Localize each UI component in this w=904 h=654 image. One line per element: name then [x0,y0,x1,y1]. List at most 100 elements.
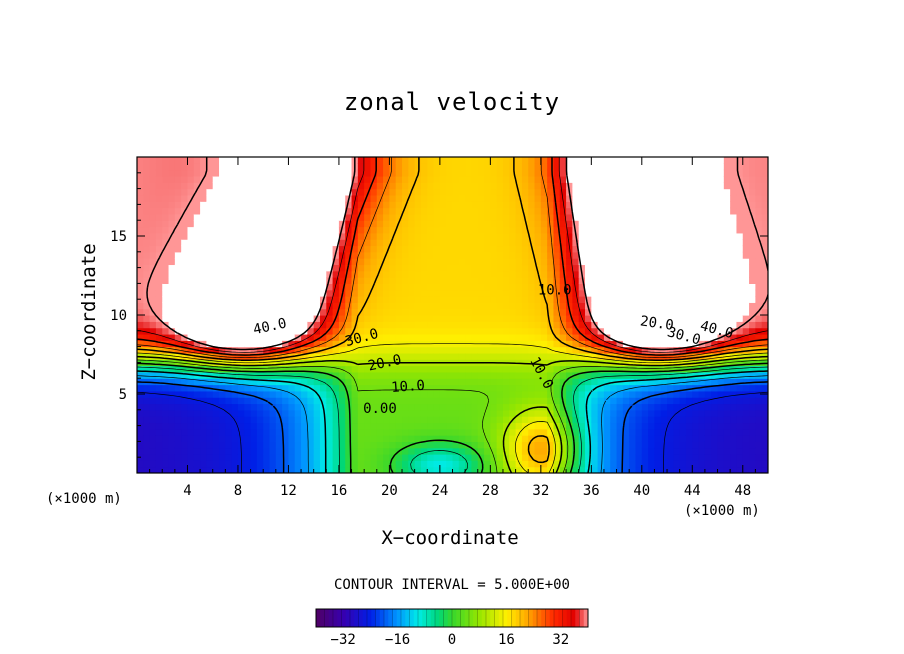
field-cell [250,175,258,183]
field-cell [433,182,441,190]
field-cell [667,277,674,284]
field-cell [673,321,681,329]
field-cell [288,245,296,253]
field-cell [484,296,491,303]
field-cell [200,296,208,303]
field-cell [742,441,750,449]
field-cell [187,270,195,278]
field-cell [742,346,750,354]
field-cell [471,327,479,335]
field-cell [162,220,170,228]
field-cell [566,258,573,266]
field-cell [345,460,353,468]
field-cell [711,207,719,215]
field-cell [667,340,674,348]
field-cell [244,270,252,278]
field-cell [351,333,359,341]
field-cell [408,302,416,310]
field-cell [452,289,460,297]
field-cell [143,201,151,209]
field-cell [345,466,353,473]
field-cell [149,283,157,291]
field-cell [256,403,264,411]
field-cell [547,220,555,228]
field-cell [749,352,756,360]
field-cell [244,157,252,164]
field-cell [282,321,290,329]
field-cell [231,435,239,442]
field-cell [490,194,498,202]
field-cell [742,289,750,297]
field-cell [446,460,454,468]
field-cell [566,270,573,278]
field-cell [704,201,712,209]
field-cell [471,213,479,221]
field-cell [402,283,409,291]
field-cell [420,296,428,303]
field-cell [162,422,170,430]
field-cell [294,277,302,284]
field-cell [237,308,245,316]
field-cell [345,188,353,196]
field-cell [597,201,605,209]
field-cell [427,346,435,354]
field-cell [458,384,466,392]
field-cell [616,296,624,303]
field-cell [465,327,473,335]
field-cell [673,403,681,411]
field-cell [648,169,656,177]
field-cell [685,315,693,322]
field-cell [149,378,157,386]
field-cell [383,321,390,329]
field-cell [212,264,220,272]
field-cell [566,175,573,183]
field-cell [566,201,573,209]
field-cell [193,435,201,442]
field-cell [294,308,302,316]
field-cell [723,371,731,379]
field-cell [603,296,611,303]
field-cell [502,220,510,228]
field-cell [370,327,378,335]
field-cell [704,245,712,253]
field-cell [174,441,182,449]
field-cell [200,169,208,177]
field-cell [591,460,599,468]
field-cell [521,447,529,455]
field-cell [736,296,744,303]
field-cell [742,251,750,259]
field-cell [162,182,170,190]
field-cell [591,454,599,461]
field-cell [528,333,536,341]
field-cell [629,460,637,468]
field-cell [736,435,744,442]
field-cell [578,308,586,316]
field-cell [364,277,372,284]
field-cell [275,169,283,177]
field-cell [332,264,340,272]
field-cell [244,277,252,284]
field-cell [244,447,252,455]
field-cell [414,403,422,411]
field-cell [212,302,220,310]
field-cell [395,466,403,473]
field-cell [433,447,441,455]
field-cell [414,283,422,291]
field-cell [383,289,390,297]
field-cell [477,264,485,272]
field-cell [465,333,473,341]
field-cell [635,422,643,430]
field-cell [402,321,409,329]
field-cell [446,207,454,215]
field-cell [471,365,479,373]
field-cell [338,327,346,335]
field-cell [351,403,359,411]
field-cell [376,315,384,322]
field-cell [439,454,447,461]
field-cell [263,226,271,234]
field-cell [553,397,561,405]
field-cell [206,245,214,253]
field-cell [351,283,359,291]
field-cell [402,258,409,266]
field-cell [256,333,264,341]
